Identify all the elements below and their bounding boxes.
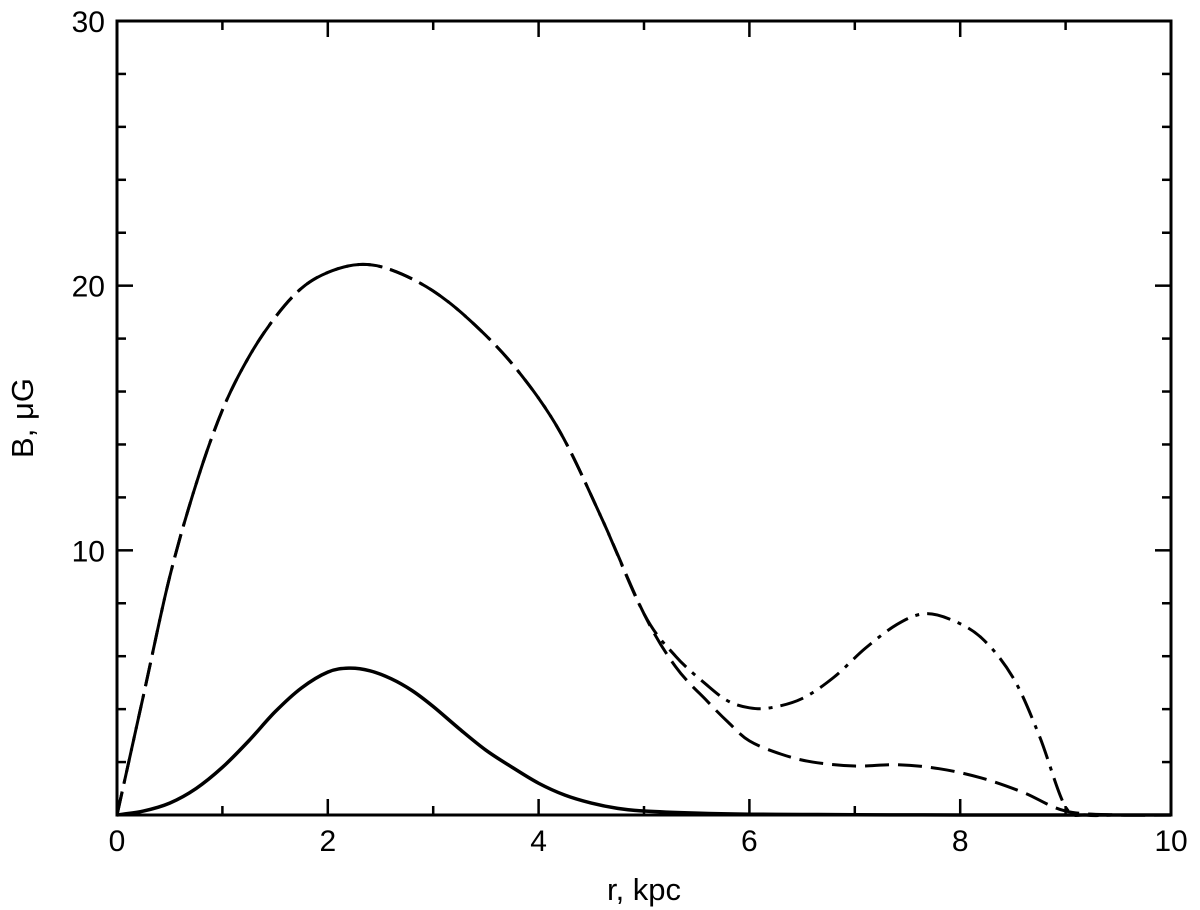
- y-axis-label: B, μG: [5, 378, 40, 458]
- series-line-dashed: [115, 262, 1172, 817]
- series-group: [115, 262, 1172, 818]
- plot-frame: [115, 19, 1173, 817]
- y-tick-label: 30: [72, 6, 105, 39]
- x-tick-label: 4: [530, 825, 547, 858]
- series-line-dash-dot: [115, 262, 1171, 818]
- x-tick-label: 0: [109, 825, 126, 858]
- y-tick-label: 10: [72, 535, 105, 568]
- tick-labels: 0 2 4 6 8 10 10 20 30: [72, 6, 1188, 858]
- y-tick-label: 20: [72, 271, 105, 304]
- x-tick-label: 8: [952, 825, 969, 858]
- x-tick-label: 2: [319, 825, 336, 858]
- axis-ticks: [115, 19, 1173, 817]
- series-line-solid: [116, 666, 1171, 817]
- x-axis-label: r, kpc: [607, 872, 681, 907]
- x-tick-label: 10: [1154, 825, 1187, 858]
- x-tick-label: 6: [741, 825, 758, 858]
